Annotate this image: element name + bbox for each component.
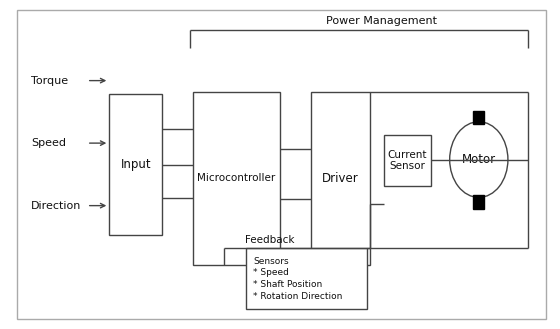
Text: Speed: Speed (31, 138, 66, 148)
Ellipse shape (450, 122, 508, 197)
Text: Torque: Torque (31, 76, 68, 86)
Bar (193, 92, 280, 265)
Text: Sensors
* Speed
* Shaft Position
* Rotation Direction: Sensors * Speed * Shaft Position * Rotat… (253, 257, 343, 301)
Bar (311, 92, 370, 265)
Text: Current
Sensor: Current Sensor (388, 150, 427, 171)
Text: Input: Input (120, 158, 151, 171)
Bar (473, 111, 484, 124)
Text: Microcontroller: Microcontroller (198, 173, 276, 184)
Text: Direction: Direction (31, 201, 81, 211)
Bar (109, 94, 162, 235)
Bar (384, 135, 431, 186)
Bar (246, 248, 367, 309)
Text: Driver: Driver (322, 172, 358, 185)
Text: Motor: Motor (462, 153, 496, 166)
Text: Power Management: Power Management (326, 16, 437, 26)
Bar (473, 195, 484, 209)
Text: Feedback: Feedback (245, 235, 295, 245)
